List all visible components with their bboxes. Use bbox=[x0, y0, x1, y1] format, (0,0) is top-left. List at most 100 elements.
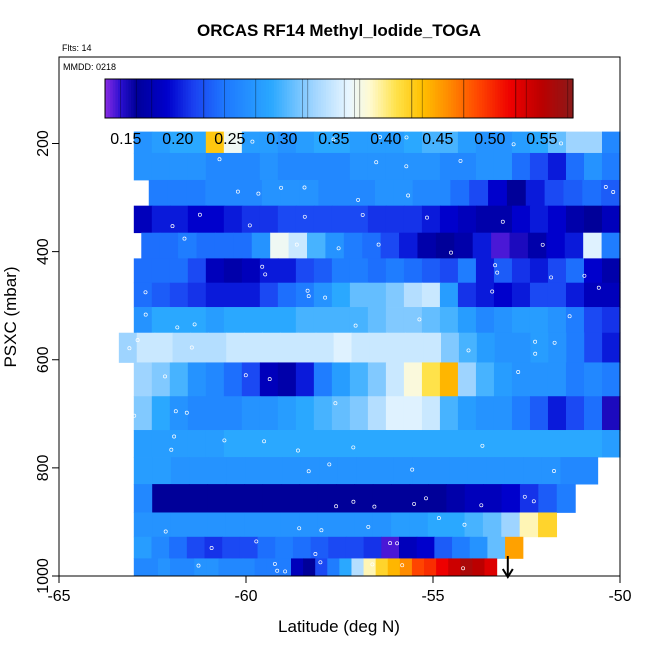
heatmap-cell bbox=[187, 430, 207, 458]
heatmap-cell bbox=[187, 258, 207, 284]
heatmap-cell bbox=[337, 179, 357, 207]
colorbar-swatch bbox=[500, 79, 504, 118]
heatmap-cell bbox=[259, 258, 279, 284]
heatmap-cell bbox=[262, 332, 281, 363]
colorbar-swatch bbox=[227, 79, 231, 118]
heatmap-cell bbox=[331, 152, 351, 181]
heatmap-cell bbox=[403, 152, 423, 181]
heatmap-cell bbox=[169, 152, 189, 181]
heatmap-cell bbox=[226, 457, 246, 485]
colorbar-swatch bbox=[508, 79, 512, 118]
colorbar-tick-label: 0.55 bbox=[526, 131, 557, 148]
heatmap-cell bbox=[152, 512, 172, 538]
heatmap-cell bbox=[566, 332, 585, 363]
heatmap-cell bbox=[169, 131, 189, 154]
heatmap-cell bbox=[151, 430, 171, 458]
heatmap-cell bbox=[282, 457, 302, 485]
heatmap-cell bbox=[345, 536, 365, 559]
colorbar-swatch bbox=[492, 79, 496, 118]
heatmap-cell bbox=[472, 232, 492, 259]
heatmap-cell bbox=[245, 457, 265, 485]
heatmap-cell bbox=[446, 512, 466, 538]
colorbar-swatch bbox=[409, 79, 413, 118]
sample-marker bbox=[540, 242, 545, 247]
heatmap-cell bbox=[511, 282, 531, 308]
colorbar-swatch bbox=[235, 79, 239, 118]
colorbar-swatch bbox=[138, 79, 142, 118]
heatmap-cell bbox=[601, 258, 621, 284]
heatmap-cell bbox=[266, 558, 280, 577]
heatmap-cell bbox=[297, 332, 317, 363]
colorbar-swatch bbox=[445, 79, 449, 118]
heatmap-cell bbox=[547, 152, 567, 181]
heatmap-cell bbox=[439, 152, 459, 181]
heatmap-cell bbox=[336, 484, 356, 513]
colorbar-swatch bbox=[279, 79, 283, 118]
heatmap-cell bbox=[601, 179, 621, 207]
heatmap-cell bbox=[467, 457, 487, 485]
heatmap-cell bbox=[472, 558, 486, 577]
colorbar-swatch bbox=[458, 79, 462, 118]
heatmap-cell bbox=[222, 536, 241, 559]
heatmap-cell bbox=[565, 205, 585, 234]
heatmap-cell bbox=[317, 512, 337, 538]
colorbar-swatch bbox=[570, 79, 574, 118]
colorbar-swatch bbox=[539, 79, 543, 118]
heatmap-cell bbox=[367, 307, 387, 334]
heatmap-cell bbox=[186, 179, 206, 207]
colorbar-swatch bbox=[248, 79, 252, 118]
sample-markers bbox=[127, 134, 616, 574]
heatmap-cell bbox=[493, 307, 513, 334]
heatmap-cell bbox=[601, 205, 621, 234]
heatmap-cell bbox=[439, 307, 459, 334]
colorbar-swatch bbox=[164, 79, 168, 118]
heatmap-cell bbox=[133, 362, 153, 397]
colorbar-swatch bbox=[554, 79, 558, 118]
heatmap-cell bbox=[214, 232, 234, 259]
heatmap-cell bbox=[299, 179, 320, 207]
colorbar-swatch bbox=[266, 79, 270, 118]
heatmap-cell bbox=[151, 152, 171, 181]
colorbar-swatch bbox=[188, 79, 192, 118]
x-tick-label: -60 bbox=[234, 588, 257, 605]
colorbar-swatch bbox=[476, 79, 480, 118]
colorbar-swatch bbox=[388, 79, 392, 118]
heatmap-cell bbox=[223, 131, 243, 154]
heatmap-cell bbox=[339, 558, 353, 577]
colorbar-swatch bbox=[305, 79, 309, 118]
heatmap-cell bbox=[367, 430, 387, 458]
heatmap-cell bbox=[313, 396, 333, 431]
colorbar-swatch bbox=[357, 79, 361, 118]
heatmap-cell bbox=[318, 179, 338, 207]
heatmap-cell bbox=[152, 484, 172, 513]
heatmap-cell bbox=[280, 484, 300, 513]
sample-marker bbox=[127, 346, 132, 351]
sample-marker bbox=[196, 563, 201, 568]
colorbar-swatch bbox=[281, 79, 285, 118]
heatmap-cell bbox=[299, 484, 319, 513]
heatmap-cell bbox=[170, 558, 183, 577]
heatmap-cell bbox=[488, 179, 508, 207]
heatmap-cell bbox=[151, 282, 171, 308]
colorbar-swatch bbox=[435, 79, 439, 118]
sample-marker bbox=[552, 469, 556, 473]
colorbar-swatch bbox=[375, 79, 379, 118]
colorbar-swatch bbox=[505, 79, 509, 118]
colorbar-swatch bbox=[149, 79, 153, 118]
heatmap-cell bbox=[313, 362, 333, 397]
sample-marker bbox=[351, 445, 356, 450]
sample-marker bbox=[327, 462, 332, 467]
colorbar-swatch bbox=[518, 79, 522, 118]
heatmap-cell bbox=[151, 362, 171, 397]
heatmap-cell bbox=[295, 430, 315, 458]
heatmap-cell bbox=[241, 362, 261, 397]
colorbar-swatch bbox=[411, 79, 415, 118]
sample-marker bbox=[395, 541, 400, 546]
heatmap-cell bbox=[519, 512, 539, 538]
colorbar-swatch bbox=[489, 79, 493, 118]
colorbar-swatch bbox=[414, 79, 418, 118]
sample-marker bbox=[370, 562, 375, 567]
heatmap-cell bbox=[356, 457, 376, 485]
x-tick-label: -55 bbox=[421, 588, 444, 605]
heatmap-cell bbox=[259, 307, 279, 334]
